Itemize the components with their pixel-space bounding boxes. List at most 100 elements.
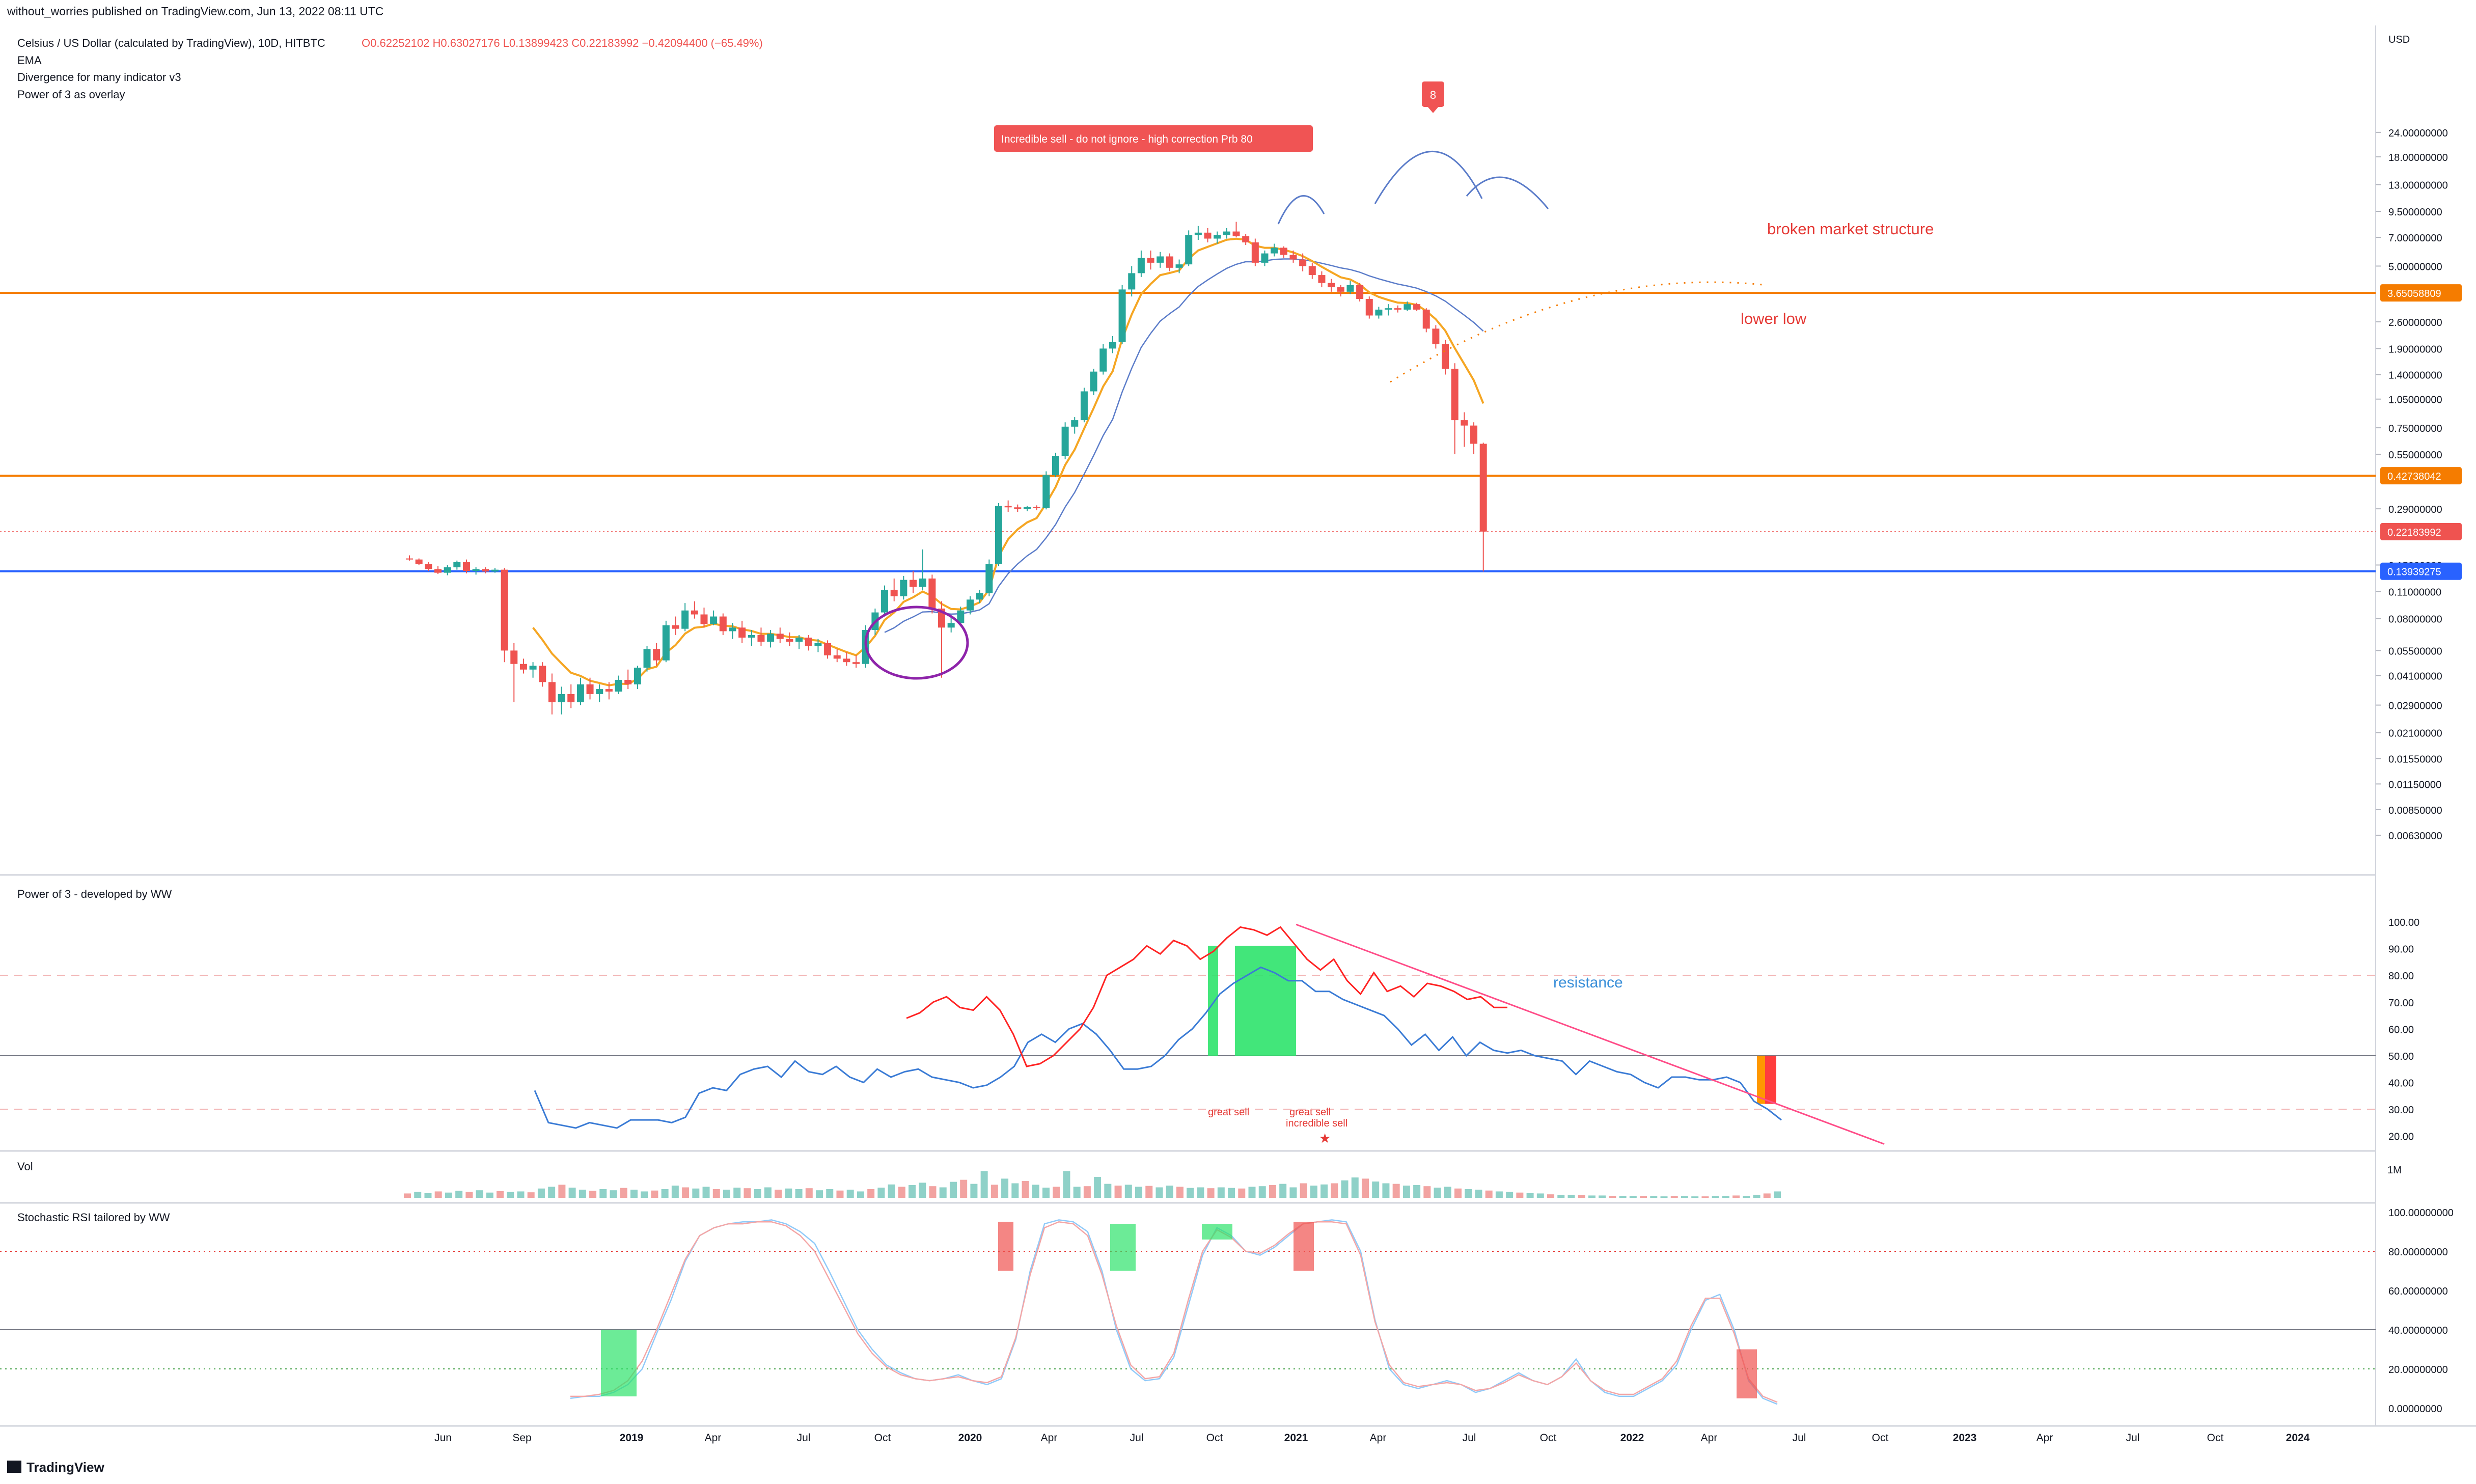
- volume-bar: [1732, 1195, 1740, 1198]
- candle-body: [1346, 285, 1354, 292]
- candle-body: [1289, 255, 1297, 260]
- volume-bar: [1392, 1184, 1400, 1198]
- candle-body: [1261, 253, 1269, 263]
- indicator-ema[interactable]: EMA: [17, 54, 42, 67]
- candle-body: [1023, 507, 1031, 509]
- indicator-power3-overlay[interactable]: Power of 3 as overlay: [17, 88, 125, 101]
- volume-bar: [661, 1189, 669, 1198]
- time-tick-label: Oct: [1872, 1432, 1889, 1444]
- candle-body: [1128, 273, 1136, 290]
- price-tick-label: 5.00000000: [2388, 261, 2442, 272]
- candle-body: [1109, 342, 1116, 349]
- candle-body: [967, 599, 974, 611]
- time-tick-label: 2023: [1953, 1432, 1977, 1444]
- left-shoulder-arc: [1277, 195, 1325, 225]
- volume-bar: [939, 1187, 947, 1198]
- candle-body: [1394, 308, 1401, 310]
- candle-body: [900, 580, 907, 596]
- price-badge: [2380, 523, 2462, 540]
- volume-bar: [630, 1190, 638, 1198]
- time-tick-label: 2020: [958, 1432, 982, 1444]
- candle-body: [1365, 299, 1373, 316]
- volume-bar: [1351, 1177, 1359, 1198]
- candle-body: [510, 650, 518, 664]
- volume-bar: [1599, 1195, 1606, 1198]
- stoch-bull-fill: [601, 1330, 637, 1396]
- price-tick-label: 18.00000000: [2388, 152, 2448, 163]
- volume-bar: [517, 1191, 525, 1198]
- volume-bar: [1681, 1196, 1688, 1198]
- ema-slow-path: [884, 258, 1484, 633]
- time-tick-label: 2019: [620, 1432, 644, 1444]
- volume-bar: [1454, 1188, 1462, 1198]
- power3-pane: 100.00 90.00 80.00 70.00 60.00 50.00 40.00 30.0…: [0, 917, 2419, 1146]
- great-sell-label: great sell: [1289, 1107, 1331, 1118]
- time-tick-label: Apr: [1701, 1432, 1718, 1444]
- candle-body: [843, 658, 850, 663]
- stoch-tick-label: 40.00000000: [2388, 1325, 2448, 1336]
- volume-bar: [1670, 1196, 1678, 1198]
- volume-bar: [1114, 1186, 1122, 1198]
- stoch-rsi-pane: 100.00000000 80.00000000 60.00000000 40.000…: [0, 1207, 2454, 1415]
- power3-tick-label: 20.00: [2388, 1132, 2414, 1143]
- lower-low-label: lower low: [1741, 310, 1807, 327]
- volume-bar: [1361, 1178, 1369, 1198]
- price-axis[interactable]: USD 24.00000000 18.00000000 13.00000000 9.50…: [2376, 34, 2462, 842]
- price-tick-label: 1.05000000: [2388, 395, 2442, 406]
- price-tick-label: 0.01150000: [2388, 779, 2441, 790]
- candle-body: [1061, 426, 1069, 456]
- candle-body: [738, 627, 746, 638]
- volume-bar: [712, 1189, 720, 1198]
- volume-bar: [888, 1184, 895, 1198]
- candle-body: [976, 593, 983, 600]
- price-tick-label: 0.55000000: [2388, 450, 2442, 461]
- candle-body: [1194, 232, 1202, 235]
- volume-bar: [537, 1188, 545, 1198]
- volume-bar: [1279, 1184, 1287, 1198]
- volume-bar: [980, 1171, 988, 1198]
- candle-body: [776, 634, 784, 639]
- volume-bar: [1341, 1180, 1349, 1198]
- volume-bar: [1763, 1193, 1771, 1198]
- brand-text: TradingView: [26, 1460, 104, 1475]
- power3-tick-label: 80.00: [2388, 971, 2414, 982]
- volume-bar: [1145, 1186, 1153, 1198]
- candle-body: [1308, 266, 1316, 276]
- candle-body: [1090, 371, 1097, 392]
- time-axis[interactable]: Jun Sep 2019 Apr Jul Oct 2020 Apr Jul Oct 2021 Apr J…: [434, 1432, 2310, 1444]
- candle-body: [624, 679, 632, 684]
- volume-bar: [1001, 1178, 1009, 1198]
- volume-bar: [877, 1188, 885, 1198]
- volume-bar: [1526, 1193, 1534, 1198]
- time-tick-label: 2024: [2286, 1432, 2310, 1444]
- right-shoulder-arc: [1466, 176, 1549, 209]
- volume-bar: [960, 1179, 968, 1198]
- volume-bar: [455, 1191, 463, 1198]
- candle-body: [947, 623, 955, 628]
- candle-body: [985, 564, 993, 593]
- price-badge: [2380, 467, 2462, 485]
- indicator-divergence[interactable]: Divergence for many indicator v3: [17, 71, 181, 84]
- candle-body: [710, 616, 718, 624]
- stoch-bull-fill: [1202, 1224, 1232, 1240]
- volume-bar: [692, 1188, 700, 1198]
- candle-body: [1014, 507, 1022, 509]
- volume-bar: [1465, 1189, 1472, 1198]
- stoch-bull-fill: [1110, 1224, 1136, 1271]
- candle-body: [472, 569, 480, 571]
- price-tick-label: 0.01550000: [2388, 754, 2442, 765]
- volume-bar: [1485, 1190, 1493, 1198]
- candle-body: [1422, 309, 1430, 329]
- tradingview-logo[interactable]: TradingView: [7, 1460, 104, 1475]
- sell-signal-text: Incredible sell - do not ignore - high c…: [1001, 133, 1253, 145]
- volume-bar: [826, 1189, 834, 1198]
- volume-bar: [1073, 1187, 1081, 1198]
- candle-body: [558, 694, 565, 702]
- candle-body: [425, 564, 432, 569]
- candle-body: [881, 590, 889, 613]
- volume-bar: [775, 1190, 782, 1198]
- stoch-tick-label: 80.00000000: [2388, 1247, 2448, 1258]
- candle-body: [786, 639, 793, 642]
- power3-tick-label: 50.00: [2388, 1051, 2414, 1062]
